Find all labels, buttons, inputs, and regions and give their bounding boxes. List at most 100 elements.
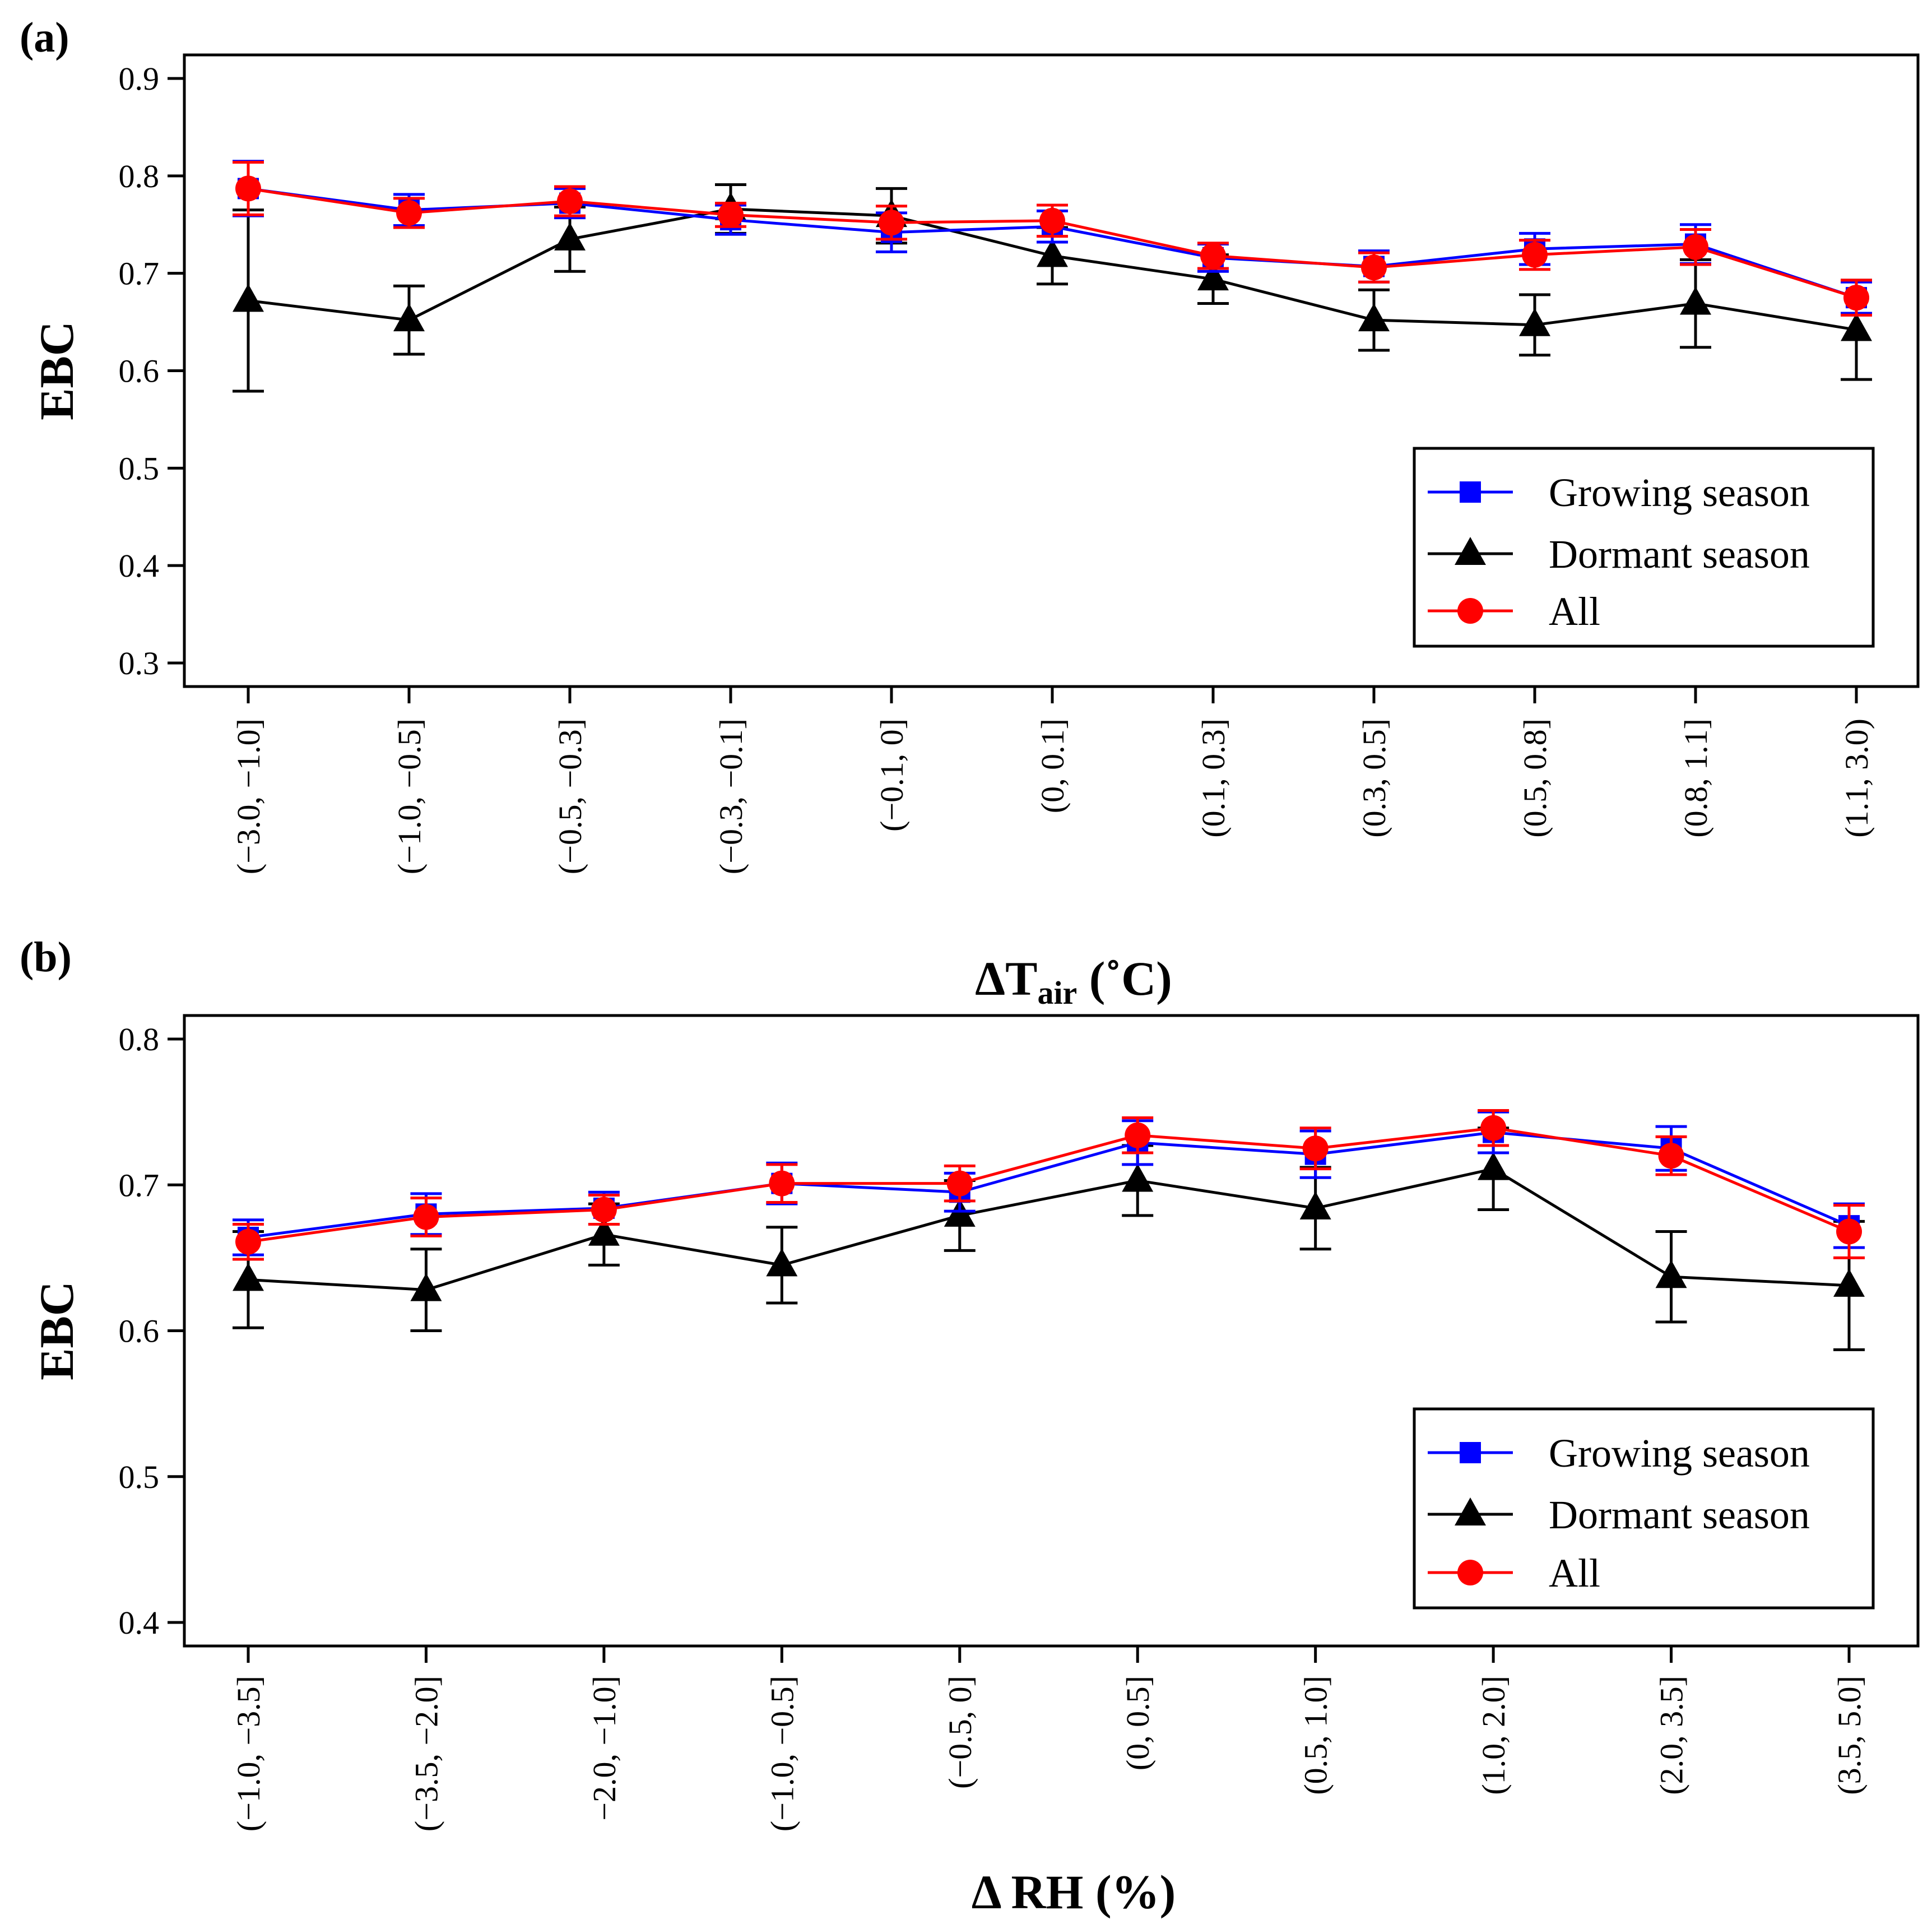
y-tick-label: 0.7 bbox=[119, 256, 160, 292]
data-point bbox=[766, 1248, 798, 1277]
legend-box bbox=[1413, 447, 1875, 648]
series-dormant-season bbox=[233, 1126, 1865, 1351]
data-point bbox=[410, 1273, 442, 1301]
series-growing-season bbox=[233, 1110, 1865, 1256]
data-point bbox=[1836, 1218, 1862, 1245]
data-point bbox=[769, 1170, 795, 1197]
data-point bbox=[1480, 1115, 1507, 1141]
legend-entry: All bbox=[1549, 589, 1600, 634]
panel-b-chart: (b) 0.4 0.5 0.6 0.7 0.8 EBC (−1.0, −3.5] (−3.5, … bbox=[20, 934, 1920, 1919]
data-point bbox=[1358, 303, 1390, 332]
x-tick-label: (0.3, 0.5] bbox=[1356, 718, 1392, 838]
y-tick-label: 0.3 bbox=[119, 645, 160, 681]
x-axis-title-subscript: air bbox=[1037, 975, 1077, 1011]
data-point bbox=[1841, 313, 1872, 341]
data-point bbox=[1658, 1143, 1684, 1169]
y-tick-label: 0.8 bbox=[119, 158, 160, 194]
data-point bbox=[1833, 1268, 1865, 1297]
data-point bbox=[1037, 239, 1068, 267]
legend-swatch-marker bbox=[1460, 481, 1481, 503]
data-point bbox=[1125, 1122, 1151, 1148]
y-tick-label: 0.6 bbox=[119, 353, 160, 389]
y-tick-label: 0.9 bbox=[119, 61, 160, 97]
data-point bbox=[413, 1204, 439, 1230]
y-tick-label: 0.4 bbox=[119, 548, 160, 584]
data-point bbox=[1680, 286, 1711, 315]
data-point bbox=[1655, 1260, 1687, 1288]
series-line bbox=[248, 1131, 1850, 1239]
data-point bbox=[1478, 1152, 1510, 1180]
data-point bbox=[233, 1263, 264, 1291]
data-point bbox=[1519, 308, 1550, 336]
panel-label: (b) bbox=[20, 934, 72, 981]
legend-entry: Dormant season bbox=[1549, 532, 1810, 577]
data-point bbox=[1302, 1135, 1329, 1162]
data-point bbox=[235, 1228, 261, 1255]
x-tick-label: (−0.1, 0] bbox=[874, 718, 910, 832]
series-line bbox=[248, 1167, 1850, 1292]
data-point bbox=[233, 284, 264, 312]
data-point bbox=[1039, 207, 1065, 234]
x-tick-label: (−0.5, 0] bbox=[942, 1676, 978, 1789]
legend-entry: Dormant season bbox=[1549, 1492, 1810, 1537]
legend-entry: Growing season bbox=[1549, 1431, 1810, 1476]
y-tick-label: 0.8 bbox=[119, 1021, 160, 1058]
x-tick-label: (0, 0.5] bbox=[1120, 1676, 1156, 1770]
data-point bbox=[1361, 254, 1387, 281]
data-point bbox=[1197, 262, 1229, 291]
x-tick-label: (−1.0, −0.5] bbox=[764, 1676, 800, 1831]
legend-entry: Growing season bbox=[1549, 470, 1810, 515]
x-tick-label: (1.0, 2.0] bbox=[1475, 1676, 1512, 1795]
y-tick-label: 0.7 bbox=[119, 1167, 160, 1203]
x-tick-label: −2.0, −1.0] bbox=[586, 1676, 623, 1821]
panel-a-chart: (a) 0.3 0.4 0.5 0.6 0.7 0.8 0.9 EBC (−3.0, −1.0] (… bbox=[20, 14, 1920, 1011]
data-point bbox=[1122, 1163, 1154, 1192]
data-point bbox=[946, 1170, 973, 1197]
legend-swatch-marker bbox=[1460, 1442, 1481, 1463]
series-all bbox=[233, 160, 1872, 317]
y-axis-title: EBC bbox=[30, 1281, 83, 1380]
x-tick-label: (−1.0, −3.5] bbox=[230, 1676, 267, 1831]
legend-box bbox=[1413, 1407, 1875, 1610]
data-point bbox=[554, 222, 586, 251]
legend-swatch-marker bbox=[1457, 1560, 1483, 1585]
data-point bbox=[1522, 242, 1548, 268]
data-point bbox=[588, 1217, 620, 1246]
data-point bbox=[944, 1198, 976, 1227]
legend: Growing season Dormant season All bbox=[1413, 447, 1875, 648]
data-point bbox=[879, 210, 904, 236]
x-tick-label: (−3.0, −1.0] bbox=[230, 718, 267, 874]
x-tick-label: (0, 0.1] bbox=[1034, 718, 1071, 813]
series-all bbox=[233, 1109, 1865, 1261]
panel-label: (a) bbox=[20, 14, 69, 61]
legend-swatch-marker bbox=[1457, 598, 1483, 624]
x-axis-title-main: ΔT bbox=[975, 952, 1037, 1005]
y-tick-label: 0.5 bbox=[119, 1459, 160, 1495]
data-point bbox=[393, 303, 425, 332]
data-point bbox=[591, 1197, 617, 1223]
legend: Growing season Dormant season All bbox=[1413, 1407, 1875, 1610]
y-axis-title: EBC bbox=[30, 321, 83, 420]
data-point bbox=[1299, 1191, 1331, 1219]
data-point bbox=[1843, 285, 1869, 311]
x-tick-label: (2.0, 3.5] bbox=[1654, 1676, 1690, 1795]
x-tick-label: (0.1, 0.3] bbox=[1195, 718, 1232, 838]
x-tick-label: (1.1, 3.0) bbox=[1838, 718, 1875, 838]
x-axis-title: ΔTair (˚C) bbox=[975, 952, 1172, 1011]
series-line bbox=[248, 1126, 1850, 1244]
x-axis-title: Δ RH (%) bbox=[972, 1865, 1176, 1919]
x-tick-label: (0.5, 1.0] bbox=[1298, 1676, 1334, 1795]
data-point bbox=[718, 202, 744, 228]
x-tick-label: (−0.5, −0.3] bbox=[552, 718, 588, 874]
data-point bbox=[1200, 243, 1226, 269]
legend-swatch-marker bbox=[1455, 537, 1486, 565]
x-tick-label: (0.5, 0.8] bbox=[1517, 718, 1553, 838]
x-axis-title-main: Δ RH (%) bbox=[972, 1865, 1176, 1919]
data-point bbox=[557, 188, 583, 215]
x-axis-title-unit: (˚C) bbox=[1077, 952, 1172, 1005]
legend-entry: All bbox=[1549, 1551, 1600, 1596]
y-tick-label: 0.6 bbox=[119, 1313, 160, 1350]
x-tick-label: (0.8, 1.1] bbox=[1678, 718, 1714, 838]
x-tick-label: (3.5, 5.0] bbox=[1831, 1676, 1868, 1795]
